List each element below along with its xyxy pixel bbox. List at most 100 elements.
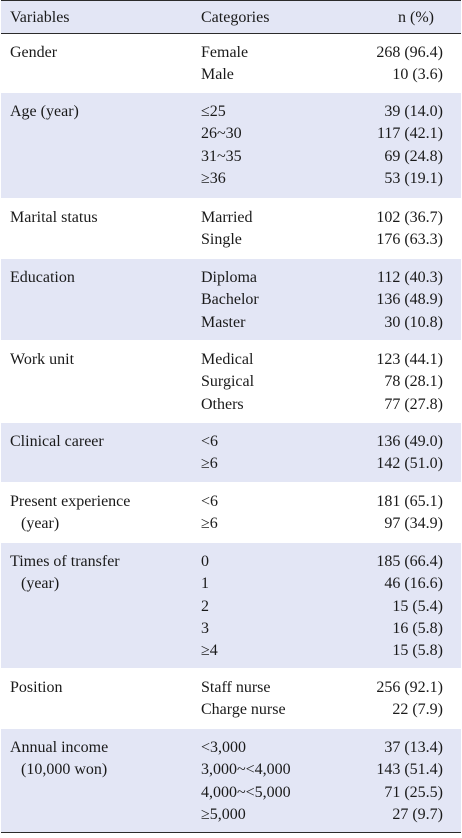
category-label: ≥36 [201, 169, 226, 187]
category-label: 3,000~<4,000 [201, 761, 291, 779]
table-row-group: Education Diploma Bachelor Master 112 (40.3)… [1, 259, 461, 341]
n-percent-cell: 102 (36.7) 176 (63.3) [376, 207, 443, 252]
n-percent-value: 97 (34.9) [384, 515, 443, 533]
table-row-group: Age (year) ≤25 26~30 31~35 ≥36 39 (14.0) 117 (… [1, 93, 461, 199]
n-percent-value: 123 (44.1) [376, 351, 443, 368]
category-label: Medical [201, 351, 254, 368]
n-percent-value: 27 (9.7) [392, 805, 443, 823]
categories-cell: <6 ≥6 [201, 431, 218, 476]
variable-label: Clinical career [10, 433, 104, 450]
categories-cell: Female Male [201, 42, 248, 87]
category-label: ≥5,000 [201, 805, 246, 823]
n-percent-cell: 256 (92.1) 22 (7.9) [376, 677, 443, 722]
n-percent-value: 71 (25.5) [384, 783, 443, 801]
category-label: Surgical [201, 373, 255, 391]
category-label: ≥6 [201, 515, 218, 533]
table-row-group: Gender Female Male 268 (96.4) 10 (3.6) [1, 34, 461, 93]
n-percent-value: 53 (19.1) [384, 169, 443, 187]
n-percent-value: 136 (49.0) [376, 433, 443, 450]
variable-cell: Position [10, 677, 62, 699]
category-label: 26~30 [201, 125, 242, 143]
category-label: <6 [201, 493, 219, 510]
n-percent-value: 142 (51.0) [376, 455, 443, 473]
variable-cell: Gender [10, 42, 57, 64]
n-percent-value: 117 (42.1) [376, 125, 443, 143]
variable-cell: Age (year) [10, 101, 79, 123]
n-percent-value: 181 (65.1) [376, 493, 443, 510]
category-label: 3 [201, 619, 209, 637]
header-categories: Categories [201, 9, 270, 26]
variable-label: Annual income [10, 739, 109, 756]
n-percent-value: 15 (5.8) [392, 642, 443, 660]
variable-label: (10,000 won) [21, 761, 108, 778]
header-n-percent: n (%) [398, 9, 434, 26]
n-percent-value: 256 (92.1) [376, 679, 443, 696]
n-percent-value: 37 (13.4) [384, 739, 443, 756]
variable-cell: Clinical career [10, 431, 104, 453]
n-percent-value: 46 (16.6) [384, 575, 443, 593]
categories-cell: <6 ≥6 [201, 491, 218, 536]
category-label: 0 [201, 553, 209, 570]
n-percent-cell: 185 (66.4) 46 (16.6) 15 (5.4) 16 (5.8) 15 (5… [376, 551, 443, 662]
n-percent-cell: 112 (40.3) 136 (48.9) 30 (10.8) [376, 267, 443, 334]
category-label: Charge nurse [201, 701, 286, 719]
category-label: 31~35 [201, 147, 242, 165]
category-label: Bachelor [201, 291, 259, 309]
table-row-group: Present experience (year) <6 ≥6 181 (65.1) 97… [1, 483, 461, 543]
n-percent-value: 102 (36.7) [376, 209, 443, 226]
variable-label: (year) [21, 515, 60, 532]
n-percent-value: 268 (96.4) [376, 44, 443, 61]
categories-cell: Diploma Bachelor Master [201, 267, 259, 334]
n-percent-value: 16 (5.8) [392, 619, 443, 637]
category-label: <6 [201, 433, 219, 450]
n-percent-cell: 181 (65.1) 97 (34.9) [376, 491, 443, 536]
category-label: Married [201, 209, 253, 226]
n-percent-value: 15 (5.4) [392, 597, 443, 615]
category-label: 1 [201, 575, 209, 593]
category-label: Female [201, 44, 249, 61]
category-label: Master [201, 313, 246, 331]
table-row-group: Times of transfer (year) 0 1 2 3 ≥4 185 (66.4) 4… [1, 543, 461, 669]
n-percent-value: 77 (27.8) [384, 395, 443, 413]
category-label: ≥6 [201, 455, 218, 473]
category-label: 4,000~<5,000 [201, 783, 291, 801]
category-label: Diploma [201, 269, 257, 286]
n-percent-value: 176 (63.3) [376, 231, 443, 249]
n-percent-cell: 39 (14.0) 117 (42.1) 69 (24.8) 53 (19.1) [377, 101, 443, 190]
table-row-group: Marital status Married Single 102 (36.7) 176… [1, 199, 461, 259]
category-label: Male [201, 66, 234, 84]
n-percent-value: 30 (10.8) [384, 313, 443, 331]
variable-cell: Times of transfer (year) [10, 551, 120, 595]
n-percent-value: 143 (51.4) [376, 761, 443, 779]
variable-label: Education [10, 269, 75, 286]
variable-label: (year) [21, 575, 60, 592]
variable-label: Gender [10, 44, 58, 61]
category-label: Single [201, 231, 242, 249]
variable-cell: Marital status [10, 207, 98, 229]
categories-cell: ≤25 26~30 31~35 ≥36 [201, 101, 242, 190]
table-row-group: Position Staff nurse Charge nurse 256 (92.1… [1, 669, 461, 729]
category-label: Others [201, 395, 244, 413]
variable-cell: Work unit [10, 349, 74, 371]
category-label: ≥4 [201, 642, 218, 660]
table-row-group: Clinical career <6 ≥6 136 (49.0) 142 (51.0) [1, 423, 461, 483]
n-percent-cell: 136 (49.0) 142 (51.0) [376, 431, 443, 476]
n-percent-value: 136 (48.9) [376, 291, 443, 309]
header-variables: Variables [10, 9, 70, 26]
category-label: 2 [201, 597, 209, 615]
category-label: ≤25 [201, 103, 226, 120]
n-percent-value: 185 (66.4) [376, 553, 443, 570]
n-percent-value: 22 (7.9) [392, 701, 443, 719]
variable-label: Marital status [10, 209, 98, 226]
table-row-group: Work unit Medical Surgical Others 123 (44.1)… [1, 341, 461, 423]
table-body: Gender Female Male 268 (96.4) 10 (3.6) Age (y… [1, 34, 461, 833]
categories-cell: <3,000 3,000~<4,000 4,000~<5,000 ≥5,000 [201, 737, 291, 826]
table-header: Variables Categories n (%) [1, 0, 461, 34]
n-percent-cell: 268 (96.4) 10 (3.6) [376, 42, 443, 87]
variable-label: Position [10, 679, 63, 696]
categories-cell: 0 1 2 3 ≥4 [201, 551, 218, 662]
n-percent-value: 78 (28.1) [384, 373, 443, 391]
variable-cell: Education [10, 267, 75, 289]
categories-cell: Staff nurse Charge nurse [201, 677, 286, 722]
